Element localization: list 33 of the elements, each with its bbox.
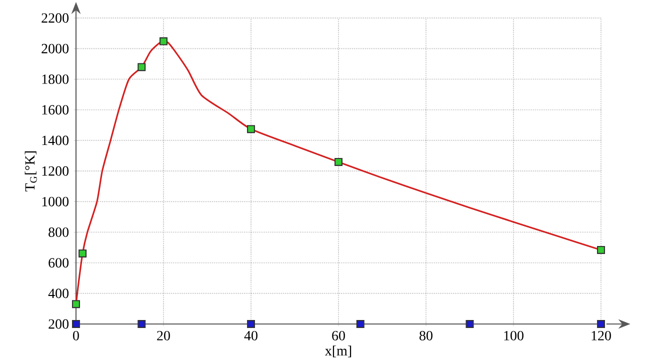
- x-tick-label: 20: [157, 330, 170, 340]
- point: [247, 320, 256, 328]
- point: [78, 249, 87, 258]
- point: [466, 320, 474, 328]
- point: [356, 320, 364, 328]
- point: [597, 320, 606, 328]
- x-tick-label: 100: [504, 330, 524, 340]
- y-tick-label: 200: [48, 319, 69, 329]
- y-tick-label: 2200: [42, 13, 69, 23]
- point: [160, 37, 168, 46]
- y-axis-title: T$_{G}$[°K]: [24, 151, 37, 192]
- point: [72, 300, 80, 308]
- y-tick-label: 1200: [42, 166, 69, 176]
- y-tick-label: 800: [48, 227, 69, 237]
- x-tick-label: 80: [420, 330, 432, 340]
- point: [334, 158, 343, 166]
- y-tick-label: 600: [48, 258, 69, 268]
- x-tick-label: 60: [332, 330, 345, 340]
- x-tick-label: 120: [592, 330, 611, 340]
- x-axis-title: x[m]: [325, 346, 352, 358]
- point: [72, 320, 80, 328]
- point: [247, 125, 256, 134]
- y-tick-label: 1000: [42, 196, 69, 206]
- y-tick-label: 1400: [42, 136, 69, 146]
- y-tick-label: 400: [48, 288, 69, 298]
- y-tick-label: 2000: [42, 44, 69, 54]
- y-tick-label: 1800: [42, 74, 69, 84]
- point: [138, 63, 146, 72]
- point: [597, 246, 606, 254]
- y-tick-label: 1600: [42, 105, 69, 115]
- point: [138, 320, 146, 328]
- x-tick-label: 0: [73, 330, 79, 340]
- x-tick-label: 40: [244, 330, 258, 340]
